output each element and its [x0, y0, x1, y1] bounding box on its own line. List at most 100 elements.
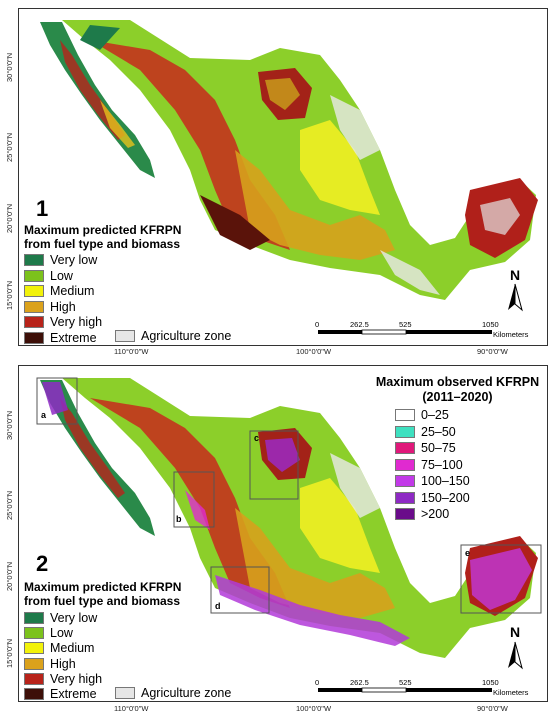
observed-class-label: 75–100 [421, 457, 463, 472]
fuel-class-item: Very high [24, 315, 102, 329]
legend-title-2: Maximum predicted KFRPN from fuel type a… [24, 580, 181, 608]
fuel-class-label: Very high [50, 671, 103, 686]
map-panel-2: a b c d e Maximum observed KFRPN (2011–2… [0, 360, 550, 718]
observed-class-item: >200 [395, 507, 449, 521]
fuel-class-item: Very low [24, 253, 97, 267]
scale-tick-2-3: 1050 [482, 678, 499, 687]
fuel-class-label: Medium [50, 641, 95, 656]
lat-tick-1-1: 25°0'0"N [5, 132, 14, 162]
lon-tick-2-1: 100°0'0"W [296, 704, 332, 713]
fuel-class-label: Very low [50, 253, 98, 267]
fuel-class-label: Very low [50, 611, 98, 625]
north-label-1: N [510, 267, 521, 283]
observed-class-swatch [395, 409, 415, 421]
mexico-map-1 [40, 20, 538, 300]
panel-number-1: 1 [36, 196, 49, 221]
fuel-class-swatch [24, 627, 44, 640]
fuel-class-swatch [24, 300, 44, 313]
legend-title-2-line1: Maximum predicted KFRPN [24, 580, 182, 594]
study-box-c-label: c [254, 433, 260, 443]
observed-class-swatch [395, 508, 415, 520]
fuel-class-item: Low [24, 626, 73, 640]
observed-class-label: 100–150 [421, 474, 470, 488]
lon-tick-1-1: 100°0'0"W [296, 347, 332, 356]
observed-class-label: 50–75 [421, 441, 456, 455]
observed-class-label: >200 [421, 507, 450, 521]
scale-tick-1-3: 1050 [482, 320, 499, 329]
fuel-class-item: High [24, 300, 76, 314]
legend-title-1-line1: Maximum predicted KFRPN [24, 223, 182, 237]
lat-tick-2-3: 15°0'0"N [5, 638, 14, 668]
legend-title-1-line2: from fuel type and biomass [24, 237, 181, 251]
mexico-map-2 [36, 377, 542, 658]
scale-tick-2-2: 525 [399, 678, 412, 687]
fuel-class-item: Extreme [24, 687, 97, 701]
fuel-class-label: Extreme [50, 687, 97, 701]
lat-tick-1-2: 20°0'0"N [5, 203, 14, 233]
lat-tick-2-2: 20°0'0"N [5, 561, 14, 591]
observed-class-label: 150–200 [421, 490, 470, 505]
north-label-2: N [510, 624, 521, 640]
fuel-class-label: Very high [50, 315, 103, 329]
scale-unit-1: Kilometers [493, 330, 529, 339]
fuel-class-swatch [24, 672, 44, 685]
scale-tick-2-0: 0 [315, 678, 320, 687]
fuel-class-swatch [24, 688, 44, 700]
scale-tick-2-1: 262.5 [350, 678, 369, 687]
lon-tick-1-2: 90°0'0"W [477, 347, 508, 356]
study-box-e-label: e [465, 548, 471, 558]
fuel-class-item: High [24, 657, 76, 671]
scale-tick-1-0: 0 [315, 320, 320, 329]
observed-class-swatch [395, 442, 415, 454]
fuel-class-item: Very high [24, 672, 102, 686]
lon-tick-2-0: 110°0'0"W [114, 704, 149, 713]
observed-title-line1: Maximum observed KFRPN [375, 375, 540, 389]
fuel-class-swatch [24, 254, 44, 266]
fuel-class-item: Medium [24, 284, 94, 298]
fuel-class-swatch [24, 612, 44, 624]
fuel-class-label: Medium [50, 284, 95, 298]
scale-unit-2: Kilometers [493, 688, 529, 697]
study-box-b-label: b [176, 514, 182, 524]
fuel-class-swatch [24, 316, 44, 328]
fuel-class-label: Low [50, 626, 73, 641]
observed-class-swatch [395, 491, 415, 504]
fuel-class-item: Medium [24, 641, 94, 655]
observed-class-item: 25–50 [395, 425, 456, 439]
observed-class-item: 50–75 [395, 441, 456, 455]
fuel-class-item: Low [24, 269, 73, 283]
fuel-class-item: Extreme [24, 331, 97, 345]
observed-class-label: 25–50 [421, 424, 456, 439]
agriculture-label-1: Agriculture zone [141, 329, 232, 343]
lat-tick-1-0: 30°0'0"N [5, 52, 14, 82]
fuel-class-label: Low [50, 268, 73, 283]
observed-legend-title: Maximum observed KFRPN (2011–2020) [370, 375, 545, 405]
fuel-class-swatch [24, 657, 44, 670]
lat-tick-2-0: 30°0'0"N [5, 410, 14, 440]
lat-tick-2-1: 25°0'0"N [5, 490, 14, 520]
scale-tick-1-1: 262.5 [350, 320, 369, 329]
observed-class-item: 0–25 [395, 408, 449, 422]
fuel-class-swatch [24, 331, 44, 344]
agriculture-legend-1: Agriculture zone [115, 329, 231, 343]
agriculture-legend-2: Agriculture zone [115, 686, 231, 700]
fuel-class-swatch [24, 642, 44, 655]
legend-title-1: Maximum predicted KFRPN from fuel type a… [24, 223, 181, 251]
agriculture-label-2: Agriculture zone [141, 686, 232, 700]
panel-number-2: 2 [36, 551, 49, 576]
lon-tick-2-2: 90°0'0"W [477, 704, 508, 713]
fuel-class-swatch [24, 285, 44, 297]
observed-class-item: 75–100 [395, 458, 463, 472]
fuel-class-swatch [24, 269, 44, 282]
agriculture-swatch-2 [115, 687, 135, 699]
study-box-a-label: a [41, 410, 47, 420]
observed-class-swatch [395, 475, 415, 487]
observed-class-item: 150–200 [395, 491, 470, 505]
fuel-class-label: Extreme [50, 330, 97, 345]
observed-class-swatch [395, 425, 415, 438]
agriculture-swatch-1 [115, 330, 135, 342]
lat-tick-1-3: 15°0'0"N [5, 280, 14, 310]
observed-title-line2: (2011–2020) [422, 390, 493, 404]
map-panel-1: 1 Maximum predicted KFRPN from fuel type… [0, 0, 550, 357]
fuel-class-label: High [50, 299, 76, 314]
